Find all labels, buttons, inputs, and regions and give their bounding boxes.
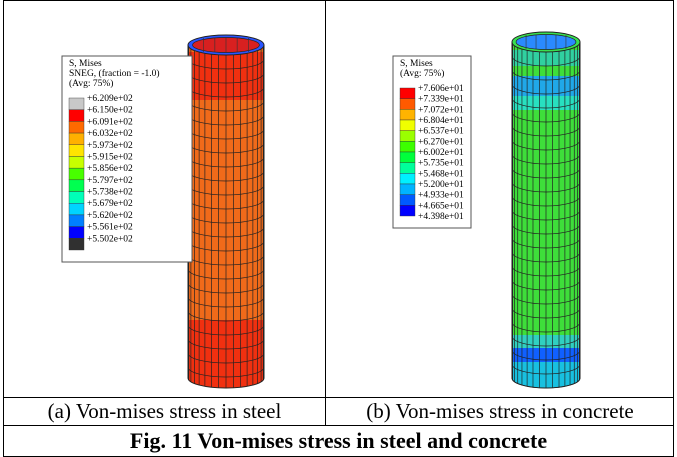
mesh-line: [511, 167, 581, 179]
legend-title: S, Mises: [69, 59, 102, 69]
mesh-line: [511, 265, 581, 277]
legend-swatch: [68, 97, 85, 110]
legend-level: +6.002e+01: [418, 148, 464, 158]
legend-level: +5.915e+02: [87, 152, 133, 162]
legend-swatch: [399, 130, 416, 142]
legend-title: (Avg: 75%): [69, 78, 113, 89]
legend-swatch: [399, 109, 416, 121]
legend-level: +7.339e+01: [418, 95, 464, 105]
legend-level: +4.398e+01: [418, 212, 464, 222]
legend-swatch: [68, 191, 85, 204]
legend-swatch: [399, 205, 416, 217]
mesh-line: [511, 181, 581, 193]
legend-swatch: [68, 179, 85, 192]
legend-swatch: [68, 156, 85, 169]
legend-swatch: [399, 183, 416, 195]
legend-level: +5.561e+02: [87, 223, 133, 233]
legend-level: +6.537e+01: [418, 127, 464, 137]
mesh-line: [187, 282, 265, 294]
legend-level: +5.738e+02: [87, 188, 133, 198]
legend-level: +5.468e+01: [418, 169, 464, 179]
legend-level: +5.973e+02: [87, 141, 133, 151]
legend-level: +6.804e+01: [418, 116, 464, 126]
legend-swatch: [68, 144, 85, 157]
mesh-line: [511, 251, 581, 263]
mesh-line: [187, 296, 265, 308]
legend-swatch: [399, 162, 416, 174]
mesh-line: [511, 111, 581, 123]
panel-caption: (a) Von-mises stress in steel: [47, 399, 282, 423]
legend-level: +6.091e+02: [87, 117, 133, 127]
legend-level: +5.502e+02: [87, 234, 133, 244]
legend-level: +5.200e+01: [418, 180, 464, 190]
mesh-line: [511, 307, 581, 319]
legend-level: +5.735e+01: [418, 159, 464, 169]
legend-level: +6.150e+02: [87, 106, 133, 116]
mesh-line: [511, 55, 581, 67]
legend-swatch: [399, 141, 416, 153]
legend-swatch: [399, 173, 416, 185]
mesh-line: [187, 324, 265, 336]
mesh-line: [511, 279, 581, 291]
mesh-line: [511, 153, 581, 165]
mesh-line: [511, 237, 581, 249]
legend-level: +6.209e+02: [87, 94, 133, 104]
mesh-line: [511, 195, 581, 207]
mesh-line: [187, 268, 265, 280]
legend-level: +5.797e+02: [87, 176, 133, 186]
mesh-line: [511, 321, 581, 333]
legend-level: +6.270e+01: [418, 137, 464, 147]
mesh-line: [511, 83, 581, 95]
legend-swatch: [68, 167, 85, 181]
legend-title: S, Mises: [400, 59, 433, 69]
legend-swatch: [399, 87, 416, 99]
mesh-line: [187, 352, 265, 364]
mesh-line: [511, 139, 581, 151]
legend-swatch: [399, 119, 416, 131]
figure-caption: Fig. 11 Von-mises stress in steel and co…: [129, 428, 548, 453]
mesh-line: [511, 349, 581, 361]
legend-level: +5.679e+02: [87, 199, 133, 209]
legend-level: +6.032e+02: [87, 129, 133, 139]
cylinder-outline: [511, 42, 581, 389]
mesh-line: [511, 209, 581, 221]
legend-swatch: [68, 214, 85, 227]
legend-swatch: [68, 121, 85, 134]
legend-swatch: [68, 203, 85, 216]
mesh-line: [511, 335, 581, 347]
cylinder-outline: [187, 45, 265, 389]
legend-swatch: [399, 98, 416, 110]
legend-swatch: [68, 132, 85, 145]
mesh-line: [511, 363, 581, 375]
mesh-line: [187, 366, 265, 378]
legend-swatch: [399, 151, 416, 163]
legend-title: (Avg: 75%): [400, 68, 444, 79]
legend-level: +7.072e+01: [418, 105, 464, 115]
mesh-line: [511, 223, 581, 235]
legend-swatch: [399, 194, 416, 206]
legend-swatch: [68, 109, 85, 122]
legend-title: SNEG, (fraction = -1.0): [69, 68, 160, 79]
panel-caption: (b) Von-mises stress in concrete: [366, 399, 634, 423]
legend-swatch: [68, 238, 85, 251]
mesh-line: [511, 125, 581, 137]
legend-level: +4.933e+01: [418, 191, 464, 201]
mesh-line: [511, 293, 581, 305]
legend-level: +7.606e+01: [418, 84, 464, 94]
mesh-line: [511, 69, 581, 81]
mesh-line: [187, 338, 265, 350]
legend-level: +4.665e+01: [418, 201, 464, 211]
mesh-line: [187, 310, 265, 322]
legend-swatch: [68, 226, 85, 239]
mesh-line: [511, 97, 581, 109]
legend-level: +5.856e+02: [87, 164, 133, 174]
legend-level: +5.620e+02: [87, 211, 133, 221]
